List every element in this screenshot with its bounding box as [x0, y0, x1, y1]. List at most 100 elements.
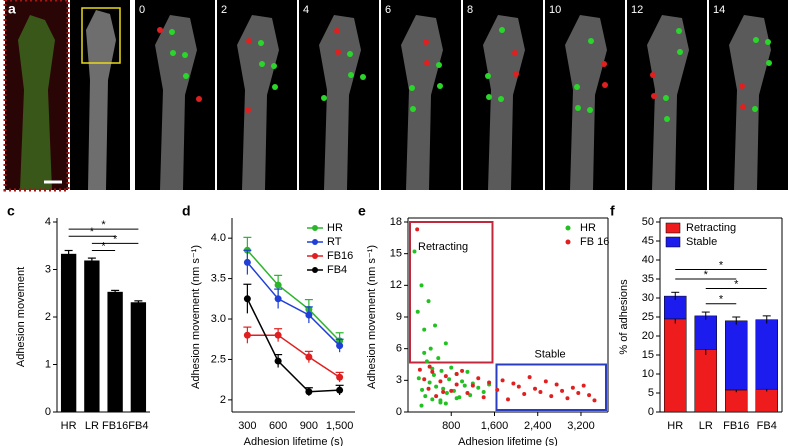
x-tick-label: LR — [699, 420, 713, 432]
y-tick-label: 0 — [45, 406, 51, 418]
significance-label: * — [101, 219, 106, 231]
point — [447, 377, 452, 382]
adhesion-marker — [271, 63, 277, 69]
adhesion-marker — [676, 28, 682, 34]
significance-label: * — [719, 259, 724, 271]
adhesion-marker — [182, 52, 188, 58]
adhesion-marker — [321, 95, 327, 101]
point — [430, 366, 435, 371]
point — [454, 372, 459, 376]
legend-swatch — [665, 222, 681, 234]
legend-label: HR — [580, 222, 596, 234]
y-tick-label: 50 — [642, 216, 654, 228]
marker — [243, 258, 251, 266]
y-tick-label: 2 — [220, 394, 226, 406]
roi-box — [81, 7, 121, 64]
y-tick-label: 2.5 — [211, 353, 226, 365]
point — [438, 379, 443, 384]
bar-segment — [694, 315, 717, 350]
x-tick-label: 1,500 — [326, 420, 354, 432]
y-tick-label: 3 — [396, 374, 402, 386]
y-tick-label: 45 — [642, 235, 654, 247]
image-texture — [3, 0, 70, 192]
marker — [305, 311, 313, 319]
panel-b-frames: 0 2 4 6 8 10 12 14 — [135, 0, 788, 190]
significance-label: * — [704, 269, 709, 281]
adhesion-marker — [272, 84, 278, 90]
y-tick-label: 6 — [396, 343, 402, 355]
adhesion-marker — [157, 27, 163, 33]
significance-label: * — [90, 226, 95, 238]
y-tick-label: 0 — [648, 406, 654, 418]
cell-shape — [237, 15, 279, 190]
point — [434, 384, 439, 389]
x-tick-label: LR — [85, 420, 99, 432]
bar — [84, 260, 100, 412]
cell-shape — [647, 15, 689, 190]
adhesion-marker — [169, 29, 175, 35]
point — [481, 389, 486, 394]
point — [449, 365, 454, 370]
panel-label: c — [7, 203, 15, 219]
bar-segment — [725, 389, 748, 413]
panel-label: d — [182, 203, 191, 219]
cell-shape — [86, 10, 116, 190]
frame-label: 0 — [139, 4, 145, 16]
frame-label: 4 — [303, 4, 309, 16]
point — [565, 396, 570, 401]
y-tick-label: 15 — [390, 248, 402, 260]
marker — [305, 388, 313, 396]
point — [449, 388, 454, 393]
marker — [274, 281, 282, 289]
adhesion-marker — [663, 95, 669, 101]
cell-shape — [401, 15, 443, 190]
adhesion-marker — [499, 27, 505, 33]
x-axis-label: Adhesion lifetime (s) — [244, 436, 344, 446]
x-tick-label: 1,600 — [481, 420, 509, 432]
adhesion-marker — [677, 49, 683, 55]
adhesion-marker — [170, 50, 176, 56]
frame-label: 14 — [713, 4, 725, 16]
adhesion-marker — [766, 60, 772, 66]
bar — [130, 302, 147, 412]
x-tick-label: 800 — [442, 420, 460, 432]
adhesion-marker — [335, 49, 341, 55]
region-label: Stable — [534, 348, 565, 360]
cell-shape — [18, 15, 55, 190]
marker — [336, 386, 344, 394]
bar-segment — [755, 319, 778, 390]
y-tick-label: 9 — [396, 311, 402, 323]
y-tick-label: 0 — [396, 406, 402, 418]
point — [431, 373, 436, 378]
adhesion-marker — [423, 39, 429, 45]
y-tick-label: 4 — [45, 216, 51, 228]
adhesion-marker — [765, 39, 771, 45]
point — [426, 386, 431, 391]
bar — [107, 291, 123, 412]
y-tick-label: 18 — [390, 216, 402, 228]
adhesion-marker — [196, 96, 202, 102]
adhesion-marker — [513, 71, 519, 77]
point — [454, 382, 459, 387]
point — [460, 379, 465, 384]
frame-label: 12 — [631, 4, 643, 16]
point — [443, 341, 448, 346]
legend-marker — [312, 239, 318, 245]
point — [468, 393, 473, 398]
adhesion-marker — [739, 83, 745, 89]
line — [247, 334, 341, 378]
bar-segment — [694, 349, 717, 413]
point — [428, 346, 433, 351]
point — [543, 379, 548, 384]
x-tick-label: HR — [667, 420, 683, 432]
y-tick-label: 30 — [642, 292, 654, 304]
point — [560, 388, 565, 393]
x-tick-label: 300 — [238, 420, 256, 432]
legend-label: FB4 — [327, 264, 347, 276]
y-tick-label: 2 — [45, 311, 51, 323]
point — [495, 387, 500, 392]
point — [439, 368, 444, 373]
x-tick-label: 2,400 — [524, 420, 552, 432]
y-tick-label: 1 — [45, 358, 51, 370]
legend-label: FB16 — [327, 250, 353, 262]
